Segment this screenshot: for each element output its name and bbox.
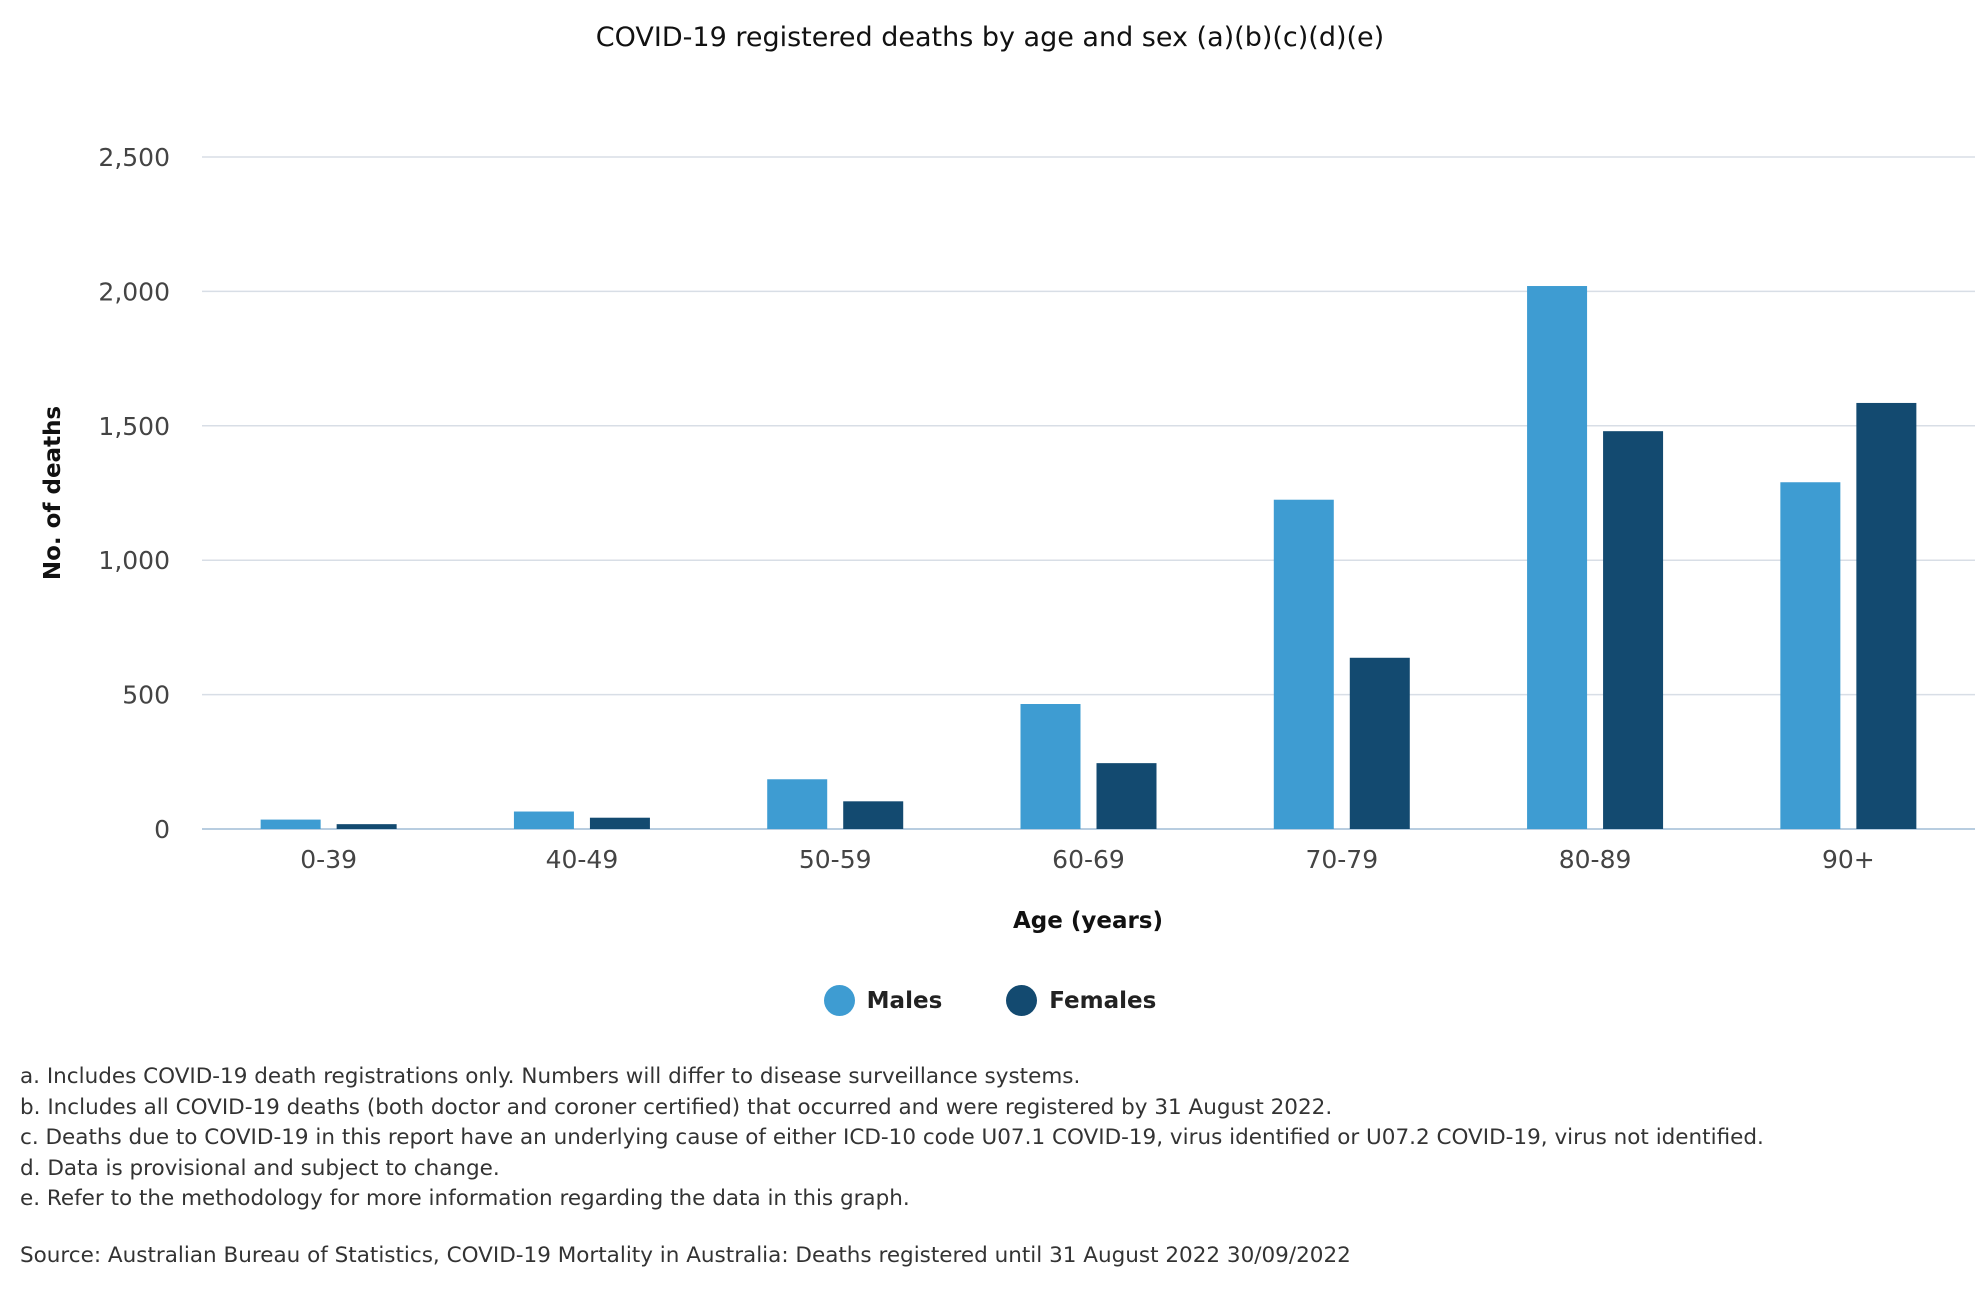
bars — [260, 286, 1917, 829]
y-tick-label: 2,000 — [98, 277, 170, 306]
legend-label-males: Males — [866, 987, 943, 1014]
bar-females-0-39[interactable] — [336, 824, 397, 829]
legend-item-females[interactable]: Females — [1006, 985, 1156, 1016]
source-text: Source: Australian Bureau of Statistics,… — [20, 1243, 1351, 1268]
footnote-e: e. Refer to the methodology for more inf… — [20, 1186, 910, 1211]
y-tick-label: 0 — [154, 815, 170, 844]
x-axis-ticks: 0-39 40-49 50-59 60-69 70-79 80-89 90+ — [300, 845, 1874, 874]
x-axis-label: Age (years) — [1013, 908, 1163, 934]
y-axis-ticks: 0 500 1,000 1,500 2,000 2,500 — [98, 143, 170, 844]
bar-females-60-69[interactable] — [1096, 763, 1157, 829]
legend-label-females: Females — [1049, 987, 1157, 1014]
x-tick-label: 60-69 — [1052, 845, 1125, 874]
x-tick-label: 40-49 — [546, 845, 619, 874]
y-tick-label: 1,500 — [98, 412, 170, 441]
y-tick-label: 1,000 — [98, 546, 170, 575]
y-tick-label: 500 — [122, 681, 170, 710]
bar-females-70-79[interactable] — [1349, 657, 1410, 829]
y-axis-label: No. of deaths — [40, 406, 66, 580]
footnotes: a. Includes COVID-19 death registrations… — [20, 1062, 1960, 1215]
footnote-b: b. Includes all COVID-19 deaths (both do… — [20, 1094, 1333, 1120]
bar-females-50-59[interactable] — [843, 801, 904, 829]
bar-males-0-39[interactable] — [260, 819, 321, 829]
footnote-a: a. Includes COVID-19 death registrations… — [20, 1064, 1081, 1089]
gridlines — [202, 156, 1975, 830]
x-tick-label: 80-89 — [1559, 845, 1632, 874]
bar-males-90+[interactable] — [1780, 482, 1841, 829]
x-tick-label: 50-59 — [799, 845, 872, 874]
legend-marker-females — [1006, 985, 1038, 1016]
bar-chart: 0 500 1,000 1,500 2,000 2,500 0-39 40-49 50-59 6… — [40, 143, 1975, 934]
legend-marker-males — [823, 985, 855, 1016]
x-tick-label: 90+ — [1822, 845, 1875, 874]
bar-females-40-49[interactable] — [589, 817, 650, 829]
bar-males-40-49[interactable] — [513, 811, 574, 829]
x-tick-label: 0-39 — [300, 845, 357, 874]
bar-males-80-89[interactable] — [1527, 286, 1588, 829]
bar-males-60-69[interactable] — [1020, 704, 1081, 829]
bar-females-90+[interactable] — [1856, 402, 1917, 829]
bar-males-70-79[interactable] — [1273, 499, 1334, 829]
legend: Males Females — [0, 985, 1980, 1016]
chart-title: COVID-19 registered deaths by age and se… — [595, 22, 1385, 53]
bar-males-50-59[interactable] — [767, 779, 828, 829]
x-tick-label: 70-79 — [1305, 845, 1378, 874]
bar-females-80-89[interactable] — [1603, 431, 1664, 829]
footnote-c: c. Deaths due to COVID-19 in this report… — [20, 1125, 1764, 1150]
legend-item-males[interactable]: Males — [823, 985, 943, 1016]
footnote-d: d. Data is provisional and subject to ch… — [20, 1155, 500, 1181]
y-tick-label: 2,500 — [98, 143, 170, 172]
